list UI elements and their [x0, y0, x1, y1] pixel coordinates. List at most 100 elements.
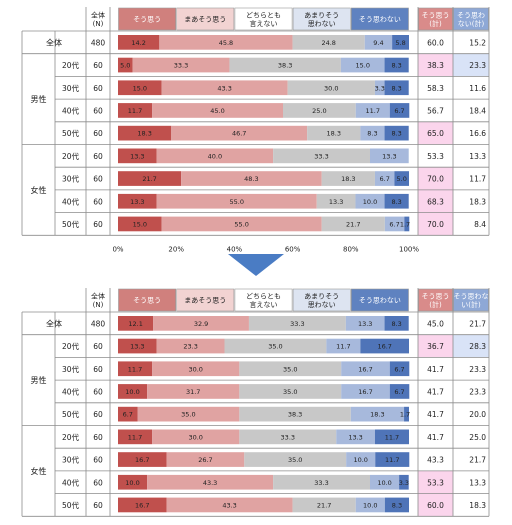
value-label: 11.7 — [336, 343, 350, 351]
bar-segment — [394, 171, 409, 186]
n-value: 60 — [93, 106, 103, 115]
bar-segment — [118, 316, 154, 331]
value-label: 45.8 — [219, 39, 233, 47]
value-label: 32.9 — [194, 320, 208, 328]
value-label: 33.3 — [314, 479, 328, 487]
bar-segment — [239, 361, 342, 377]
legend-label: そう思わない — [359, 16, 401, 24]
value-label: 12.1 — [128, 320, 142, 328]
sum-disagree-value: 13.3 — [469, 478, 486, 487]
value-label: 30.0 — [188, 433, 202, 441]
legend-swatch — [350, 288, 409, 312]
bar-segment — [355, 193, 385, 209]
value-label: 13.3 — [130, 198, 144, 206]
sum-disagree-value: 28.3 — [469, 342, 486, 351]
bar-segment — [153, 316, 249, 331]
value-label: 18.3 — [370, 411, 384, 419]
row-label: 20代 — [62, 151, 80, 161]
n-value: 60 — [93, 84, 103, 93]
bar-segment — [244, 452, 347, 467]
value-label: 40.0 — [208, 152, 222, 160]
row-label: 50代 — [62, 128, 80, 138]
value-label: 31.7 — [186, 388, 200, 396]
value-label: 3.3 — [375, 84, 385, 92]
bar-segment — [307, 125, 361, 141]
group-label: 全体 — [46, 318, 62, 328]
bar-segment — [346, 452, 376, 467]
row-label: 30代 — [62, 455, 80, 465]
value-label: 10.0 — [125, 479, 139, 487]
sum-disagree-value: 23.3 — [469, 61, 486, 70]
value-label: 43.3 — [217, 84, 231, 92]
highlight-agree — [418, 493, 453, 517]
value-label: 25.0 — [312, 107, 326, 115]
row-label: 40代 — [62, 196, 80, 206]
legend-swatch — [350, 7, 409, 31]
value-label: 15.0 — [133, 84, 147, 92]
value-label: 8.3 — [391, 130, 401, 138]
n-value: 480 — [91, 38, 106, 47]
sum-agree-value: 41.7 — [427, 365, 444, 374]
bar-segment — [355, 497, 385, 513]
n-header: 全体(N) — [91, 291, 105, 309]
highlight-agree — [418, 212, 453, 236]
value-label: 26.7 — [198, 456, 212, 464]
row-label: 30代 — [62, 364, 80, 374]
bar-segment — [389, 103, 410, 118]
bar-segment — [132, 57, 230, 73]
n-value: 60 — [93, 387, 103, 396]
bar-segment — [374, 80, 385, 96]
row-label: 50代 — [62, 219, 80, 229]
group-label: 男性 — [31, 94, 47, 104]
x-tick-label: 60% — [285, 245, 301, 253]
value-label: 16.7 — [135, 456, 149, 464]
sum-disagree-value: 11.7 — [469, 175, 486, 184]
bar-segment — [118, 338, 157, 354]
sum-header-disagree-bg — [453, 7, 489, 31]
bar-segment — [392, 35, 409, 50]
sum-disagree-value: 23.3 — [469, 387, 486, 396]
bar-segment — [404, 406, 409, 422]
bar-segment — [350, 406, 405, 422]
bar-segment — [340, 57, 385, 73]
value-label: 1.7 — [400, 411, 410, 419]
row-label: 50代 — [62, 409, 80, 419]
value-label: 18.3 — [137, 130, 151, 138]
n-value: 60 — [93, 61, 103, 70]
value-label: 5.0 — [120, 62, 130, 70]
value-label: 6.7 — [389, 220, 399, 228]
bar-segment — [292, 35, 365, 50]
legend-swatch — [234, 7, 293, 31]
bar-segment — [389, 361, 410, 377]
sum-agree-value: 53.3 — [427, 478, 444, 487]
sum-header-agree-bg — [418, 288, 453, 312]
value-label: 6.7 — [394, 107, 404, 115]
sum-agree-value: 60.0 — [427, 38, 444, 47]
value-label: 38.3 — [278, 62, 292, 70]
value-label: 35.0 — [181, 411, 195, 419]
value-label: 6.7 — [394, 365, 404, 373]
value-label: 21.7 — [317, 501, 331, 509]
value-label: 16.7 — [135, 501, 149, 509]
bar-segment — [171, 125, 308, 141]
bar-segment — [181, 171, 322, 186]
sum-header-disagree: そう思わない(計) — [454, 292, 489, 309]
bar-segment — [360, 125, 385, 141]
bar-segment — [166, 452, 245, 467]
bar-segment — [316, 193, 356, 209]
value-label: 5.8 — [395, 39, 405, 47]
value-label: 10.0 — [377, 479, 391, 487]
value-label: 55.0 — [234, 220, 248, 228]
legend-label: そう思う — [133, 297, 161, 305]
bar-segment — [118, 361, 153, 377]
value-label: 10.0 — [363, 198, 377, 206]
highlight-agree — [418, 167, 453, 190]
bar-segment — [384, 125, 409, 141]
value-label: 38.3 — [288, 411, 302, 419]
bar-segment — [147, 384, 240, 399]
value-label: 24.8 — [321, 39, 335, 47]
n-value: 60 — [93, 152, 103, 161]
down-arrow-icon — [228, 254, 284, 276]
bar-segment — [166, 497, 293, 513]
